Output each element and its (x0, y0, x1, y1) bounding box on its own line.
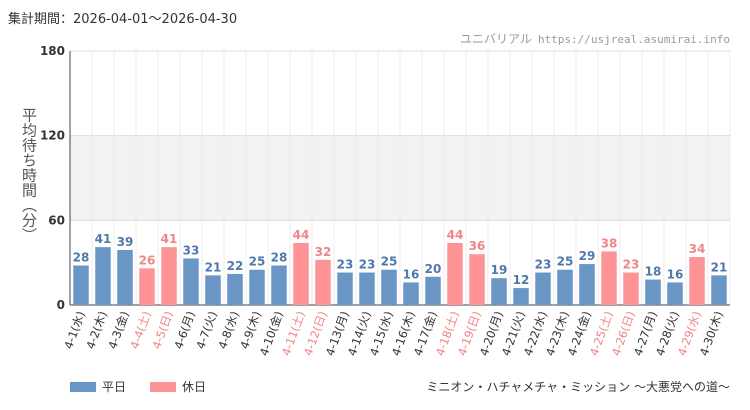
value-label: 28 (271, 250, 288, 264)
bar-4-28(火) (667, 282, 683, 305)
value-label: 21 (205, 260, 222, 274)
bar-4-11(土) (293, 242, 309, 305)
value-label: 38 (601, 236, 618, 250)
value-label: 21 (711, 260, 728, 274)
value-label: 32 (315, 245, 332, 259)
value-label: 18 (645, 265, 662, 279)
value-label: 44 (293, 228, 310, 242)
bar-4-1(水) (73, 265, 89, 305)
value-labels: 28 41 39 26 41 33 21 22 25 28 44 32 23 23 25 16 20 44 36 19… (73, 228, 728, 287)
bar-4-23(木) (557, 269, 573, 305)
bar-4-24(金) (579, 264, 595, 305)
legend-swatch-holiday (150, 381, 177, 392)
value-label: 28 (73, 250, 90, 264)
bar-4-18(土) (447, 242, 463, 305)
y-axis-label: 平均待ち時間（分） (20, 107, 38, 243)
value-label: 39 (117, 235, 134, 249)
value-label: 19 (491, 263, 508, 277)
value-label: 16 (403, 267, 420, 281)
value-label: 26 (139, 253, 156, 267)
bar-4-6(月) (183, 258, 199, 305)
value-label: 16 (667, 267, 684, 281)
legend: 平日 休日 (70, 378, 206, 395)
value-label: 25 (249, 255, 266, 269)
value-label: 36 (469, 239, 486, 253)
legend-swatch-weekday (70, 381, 96, 392)
value-label: 25 (557, 255, 574, 269)
bar-4-20(月) (491, 278, 507, 305)
value-label: 12 (513, 273, 530, 287)
legend-item-holiday: 休日 (150, 378, 206, 395)
bar-4-3(金) (117, 249, 133, 305)
bar-4-2(木) (95, 247, 111, 305)
bar-4-26(日) (623, 272, 639, 305)
value-label: 29 (579, 249, 596, 263)
legend-item-weekday: 平日 (70, 378, 126, 395)
bar-4-21(火) (513, 288, 529, 305)
bar-4-9(木) (249, 269, 265, 305)
value-label: 23 (623, 258, 640, 272)
y-tick-label: 60 (48, 213, 65, 227)
value-label: 20 (425, 262, 442, 276)
bar-4-8(水) (227, 273, 243, 305)
site-credit: ユニバリアル https://usjreal.asumirai.info (460, 30, 730, 47)
bar-4-10(金) (271, 265, 287, 305)
bar-4-13(月) (337, 272, 353, 305)
bar-4-15(水) (381, 269, 397, 305)
value-label: 23 (359, 258, 376, 272)
bar-4-7(火) (205, 275, 221, 305)
value-label: 34 (689, 242, 706, 256)
bar-4-14(火) (359, 272, 375, 305)
bar-4-29(水) (689, 257, 705, 305)
value-label: 23 (337, 258, 354, 272)
bar-4-17(金) (425, 276, 441, 305)
y-tick-labels: 0 60 120 180 (40, 44, 65, 312)
bar-4-16(木) (403, 282, 419, 305)
legend-label-holiday: 休日 (182, 380, 207, 394)
bar-4-25(土) (601, 251, 617, 305)
bar-4-5(日) (161, 247, 177, 305)
bar-4-12(日) (315, 259, 331, 305)
value-label: 22 (227, 259, 244, 273)
value-label: 23 (535, 258, 552, 272)
value-label: 41 (161, 232, 178, 246)
bars (73, 242, 727, 305)
value-label: 33 (183, 243, 200, 257)
legend-label-weekday: 平日 (102, 380, 127, 394)
bar-4-4(土) (139, 268, 155, 305)
bar-4-22(水) (535, 272, 551, 305)
period-label: 集計期間：2026-04-01～2026-04-30 (8, 12, 238, 27)
x-tick-labels: 4-1(水)4-2(木)4-3(金)4-4(土)4-5(日)4-6(月)4-7(… (61, 309, 726, 358)
bar-4-19(日) (469, 254, 485, 305)
site-url: https://usjreal.asumirai.info (537, 33, 730, 46)
attraction-caption: ミニオン・ハチャメチャ・ミッション ～大悪党への道～ (426, 380, 730, 394)
value-label: 44 (447, 228, 464, 242)
chart-grid (69, 50, 731, 306)
value-label: 25 (381, 255, 398, 269)
value-label: 41 (95, 232, 112, 246)
bar-4-30(木) (711, 275, 727, 305)
bar-4-27(月) (645, 279, 661, 305)
y-tick-label: 0 (57, 298, 65, 312)
y-tick-label: 180 (40, 44, 65, 58)
site-name: ユニバリアル (460, 32, 532, 46)
y-tick-label: 120 (40, 129, 65, 143)
